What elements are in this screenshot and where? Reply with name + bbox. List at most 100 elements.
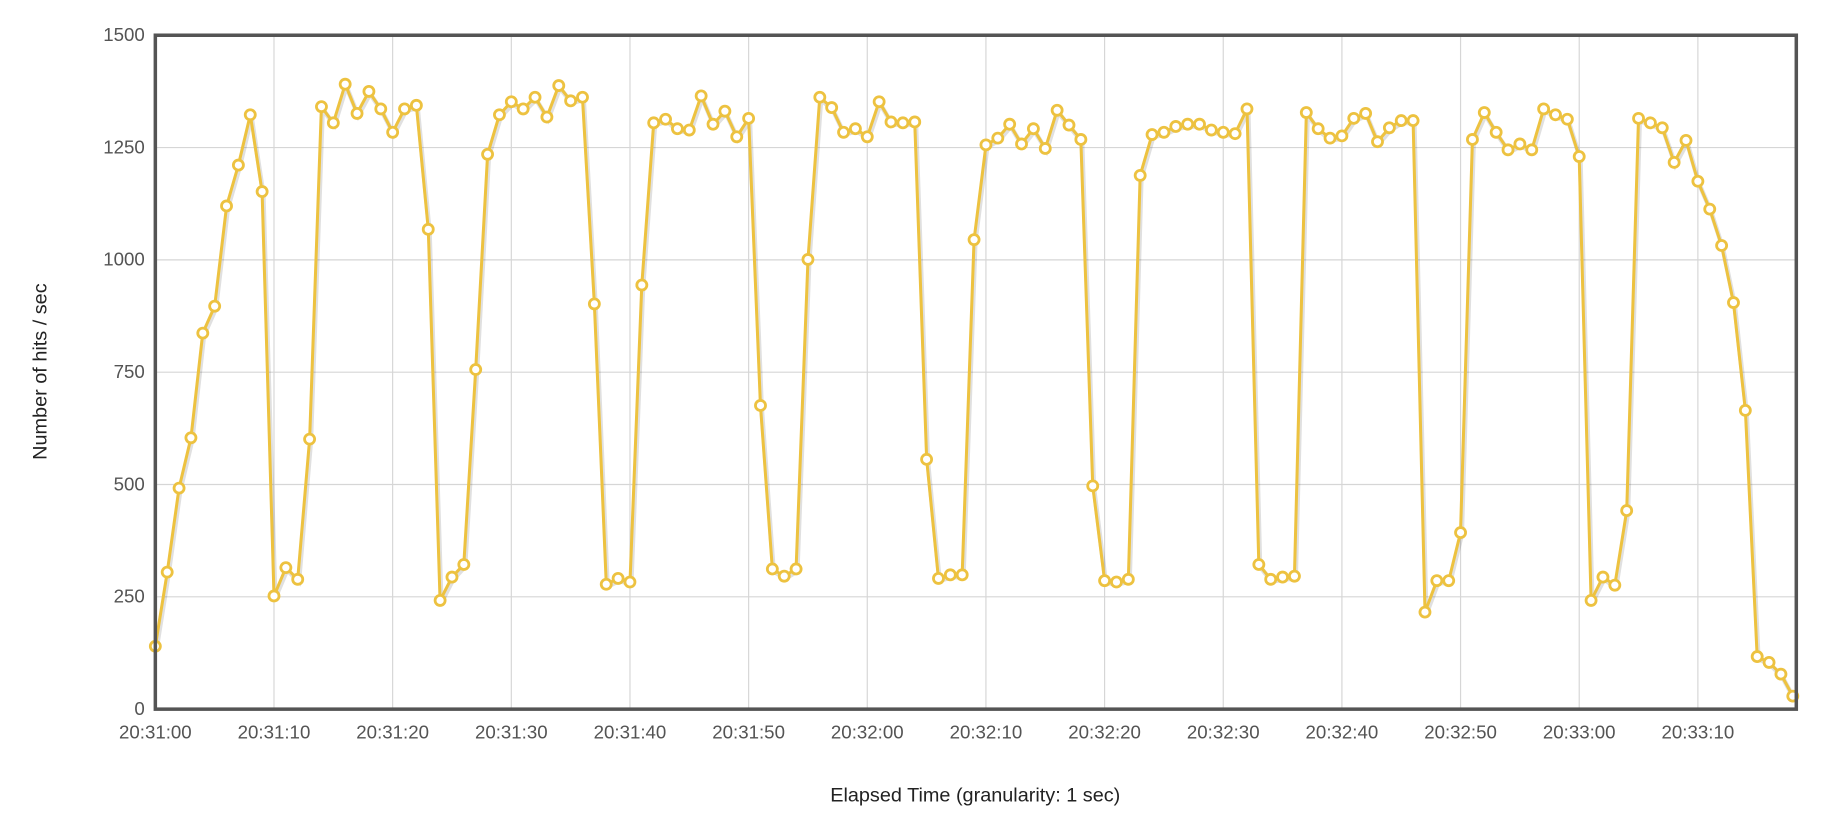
data-point [1762,656,1776,669]
x-tick-label: 20:33:10 [1662,721,1735,742]
data-point [1537,102,1551,116]
data-point [896,116,910,130]
x-tick-label: 20:32:20 [1068,721,1141,742]
data-point [1454,526,1467,540]
data-point [1430,574,1444,588]
data-point [1715,239,1729,252]
data-point [1026,122,1040,136]
data-point [1276,570,1290,584]
data-point [659,112,672,126]
data-point [932,571,945,585]
data-point [1608,578,1622,592]
data-point [1228,127,1242,141]
data-point [315,100,328,114]
y-axis-title: Number of hits / sec [30,283,52,460]
data-point [682,123,696,137]
x-tick-label: 20:31:20 [356,721,429,742]
data-point [754,399,767,412]
data-point [623,575,637,589]
data-point [1442,574,1456,588]
data-point [1572,150,1586,163]
data-point [1382,121,1396,135]
plot-border [153,33,1799,711]
data-point [433,594,447,607]
data-point [493,108,506,122]
data-point [1727,296,1740,309]
data-point [920,452,934,466]
data-point [635,278,649,292]
data-point [409,98,423,112]
data-point [1323,131,1337,145]
data-point [1501,143,1515,157]
data-point [801,253,815,266]
y-tick-label: 1500 [103,24,145,45]
data-point [1632,111,1645,125]
data-point [1216,125,1230,139]
data-point [789,562,803,576]
data-point [1549,108,1562,122]
data-point [374,102,388,116]
data-point [777,569,791,583]
x-tick-label: 20:32:10 [950,721,1023,742]
data-point [967,233,981,247]
data-point [1667,155,1681,169]
data-point [1584,594,1598,607]
data-point [469,363,483,376]
data-point [1086,479,1100,493]
data-point [1477,106,1491,119]
data-point [255,185,269,199]
y-tick-label: 1250 [103,136,145,157]
data-point [1288,569,1301,583]
x-tick-label: 20:31:50 [712,721,785,742]
data-point [1418,605,1432,619]
data-point [848,122,862,136]
x-tick-label: 20:33:00 [1543,721,1616,742]
data-point [1074,133,1088,146]
y-tick-label: 250 [114,586,145,607]
data-point [587,297,601,311]
data-point [1655,121,1669,135]
x-tick-label: 20:31:30 [475,721,548,742]
data-point [599,577,613,591]
data-point [231,158,245,172]
data-point [326,116,340,130]
data-point [1620,504,1634,518]
data-point [1121,572,1135,586]
data-point [730,130,744,144]
x-tick-label: 20:31:40 [594,721,667,742]
data-point [445,570,459,584]
data-point [504,95,518,109]
data-point [1774,667,1788,681]
data-point [386,125,400,139]
y-axis-ticks: 0 250 500 750 1000 1250 1500 [103,24,145,719]
y-tick-label: 500 [114,473,145,494]
data-point [1691,174,1705,188]
data-point [1015,137,1028,151]
x-tick-label: 20:32:40 [1306,721,1379,742]
data-point [303,432,317,446]
data-point [1003,117,1017,131]
data-point [884,115,898,129]
data-point [991,131,1005,145]
data-point [279,561,293,575]
series-line-shadow [154,79,1797,700]
data-point [825,101,839,115]
data-point [671,122,684,136]
data-point [1703,202,1717,216]
data-point [1098,574,1112,588]
data-point [979,138,993,152]
data-point [160,565,174,579]
data-point [611,571,625,585]
data-point [837,125,850,139]
data-point [1181,117,1195,131]
data-point [1062,118,1076,132]
data-point [1359,106,1373,120]
data-point [1643,116,1657,130]
x-axis-title: Elapsed Time (granularity: 1 sec) [830,784,1120,806]
data-point [1133,168,1147,182]
data-point [184,431,198,445]
data-point [1406,114,1420,128]
data-point [1299,106,1313,119]
data-point [860,130,874,144]
data-point [718,104,732,118]
